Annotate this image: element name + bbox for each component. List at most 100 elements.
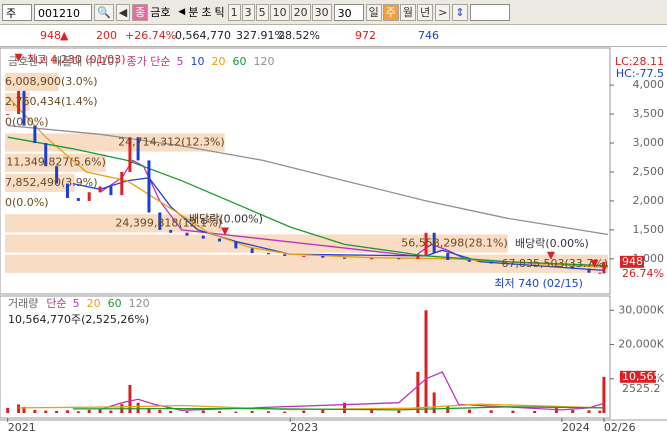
volume-tag: 2525.2 bbox=[622, 382, 661, 395]
candle bbox=[511, 263, 515, 265]
volume-info: 10,564,770주(2,525,26%) bbox=[8, 313, 149, 326]
quote-value: 746 bbox=[418, 29, 439, 42]
volume-bar bbox=[533, 410, 537, 413]
candle bbox=[432, 232, 436, 254]
volume-bar bbox=[33, 409, 37, 413]
minute-button[interactable]: 30 bbox=[311, 3, 332, 21]
volume-profile-label: 2,760,434(1.4%) bbox=[5, 95, 98, 108]
volume-profile-label: 7,852,490(3.9%) bbox=[5, 176, 98, 189]
volume-profile-bar bbox=[5, 234, 508, 253]
candle bbox=[128, 137, 132, 172]
period-button[interactable]: 일 bbox=[365, 3, 382, 21]
minute-select[interactable]: 30 bbox=[333, 3, 364, 21]
code-input[interactable]: 001210 bbox=[34, 3, 92, 21]
volume-bar bbox=[55, 410, 59, 413]
candle bbox=[533, 264, 537, 266]
next-arrow[interactable]: > bbox=[435, 3, 451, 21]
y-tick-label: 4,000 bbox=[633, 78, 665, 91]
x-tick-label: 2024 bbox=[562, 421, 590, 434]
volume-profile-bar bbox=[5, 72, 59, 92]
quote-value: ▲ bbox=[60, 29, 69, 42]
x-tick-label: 2021 bbox=[8, 421, 36, 434]
period-button[interactable]: 주 bbox=[382, 3, 399, 21]
moving-average bbox=[7, 96, 609, 269]
annotation: 배당락(0.00%) bbox=[189, 212, 263, 225]
legend-entry: 5 bbox=[73, 297, 80, 310]
corner-label: HC:-77.5 bbox=[616, 67, 664, 80]
candle bbox=[44, 143, 48, 167]
minute-button[interactable]: 1 bbox=[227, 3, 241, 21]
volume-bar bbox=[432, 392, 436, 413]
updown-button[interactable]: ⇕ bbox=[452, 3, 468, 21]
candle bbox=[6, 114, 10, 116]
volume-bar bbox=[602, 376, 606, 413]
volume-bar bbox=[87, 409, 91, 413]
legend-ma-label: 종가 단순 bbox=[127, 55, 171, 68]
sound-button[interactable]: ◀ bbox=[115, 3, 131, 21]
volume-bar bbox=[302, 410, 306, 413]
legend-entry: 10 bbox=[191, 55, 205, 68]
candle bbox=[158, 212, 162, 230]
candle bbox=[185, 232, 189, 236]
legend-entry: 20 bbox=[87, 297, 101, 310]
volume-bar bbox=[467, 409, 471, 413]
volume-pane bbox=[0, 295, 611, 419]
quote-value: 200 bbox=[96, 29, 117, 42]
period-button[interactable]: 월 bbox=[399, 3, 416, 21]
candle bbox=[370, 258, 374, 260]
market-select[interactable]: 주 bbox=[2, 3, 32, 21]
minute-button[interactable]: 3 bbox=[241, 3, 255, 21]
candle bbox=[489, 261, 493, 264]
minute-button[interactable]: 10 bbox=[269, 3, 290, 21]
interval-button[interactable]: 초 bbox=[201, 6, 212, 19]
candle bbox=[467, 259, 471, 262]
candle bbox=[554, 265, 558, 267]
minute-button[interactable]: 20 bbox=[290, 3, 311, 21]
y-tick-label: 1,500 bbox=[633, 223, 665, 236]
candle bbox=[266, 253, 270, 255]
candle bbox=[169, 229, 173, 233]
volume-profile-bar bbox=[5, 214, 222, 233]
volume-profile-label: 24,714,312(12.3%) bbox=[118, 136, 225, 149]
candle bbox=[302, 255, 306, 257]
volume-bar bbox=[370, 409, 374, 413]
volume-bar bbox=[169, 410, 173, 413]
blank-input[interactable] bbox=[469, 3, 510, 21]
candle bbox=[571, 266, 575, 269]
volume-bar bbox=[554, 407, 558, 413]
candle bbox=[147, 160, 151, 213]
prev-arrow[interactable]: ◀ bbox=[178, 7, 186, 17]
interval-button[interactable]: 틱 bbox=[214, 6, 225, 19]
moving-average bbox=[99, 159, 470, 262]
volume-bar bbox=[321, 408, 325, 413]
annotation-arrow bbox=[14, 53, 23, 62]
candle bbox=[76, 198, 80, 201]
candle bbox=[283, 254, 287, 256]
annotation-arrow bbox=[221, 227, 230, 236]
search-button[interactable]: 🔍 bbox=[94, 3, 114, 21]
volume-bar bbox=[424, 310, 428, 413]
moving-average bbox=[7, 124, 609, 236]
period-button[interactable]: 년 bbox=[416, 3, 434, 21]
candle bbox=[234, 241, 238, 249]
volume-bar bbox=[250, 410, 254, 413]
minute-button[interactable]: 5 bbox=[255, 3, 269, 21]
moving-average bbox=[7, 136, 609, 267]
quote-value: +26.74% bbox=[125, 29, 177, 42]
annotation-arrow bbox=[546, 251, 555, 260]
annotation-arrow bbox=[590, 259, 599, 268]
interval-button[interactable]: 분 bbox=[188, 6, 199, 19]
annotation: 배당락(0.00%) bbox=[515, 237, 589, 250]
candle bbox=[446, 253, 450, 260]
volume-bar bbox=[22, 406, 26, 413]
candle bbox=[87, 192, 91, 201]
legend-entry: 120 bbox=[129, 297, 150, 310]
candle bbox=[65, 183, 69, 199]
candle bbox=[598, 272, 602, 274]
volume-bar bbox=[571, 409, 575, 413]
